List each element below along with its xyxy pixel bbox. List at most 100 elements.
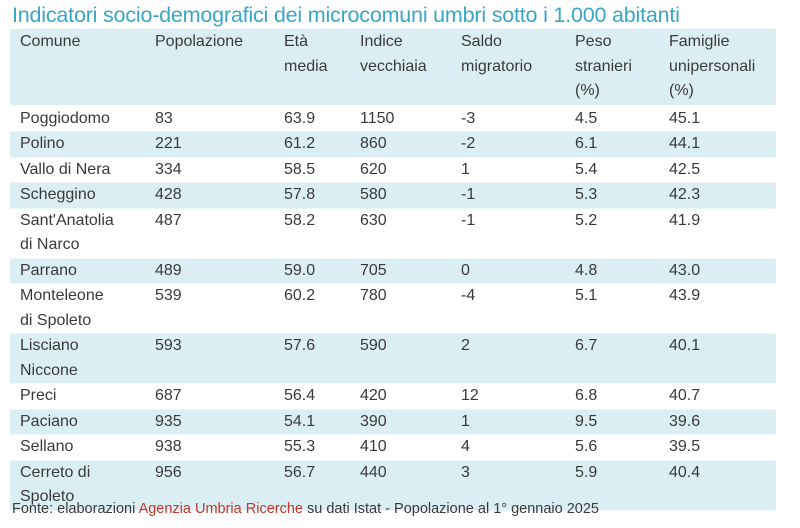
- cell-popolazione: 221: [155, 135, 182, 152]
- cell-peso-stranieri: 5.6: [575, 438, 598, 455]
- cell-popolazione: 487: [155, 211, 182, 229]
- header-row: Comune Popolazione Età media Indice vecchiaia…: [10, 29, 776, 106]
- cell-comune-line: Scheggino: [20, 186, 96, 203]
- cell-comune: Vallo di Nera: [10, 157, 145, 183]
- cell-famiglie-unipersonali: 43.0: [669, 261, 701, 279]
- cell-comune-line: Sant'Anatolia: [20, 211, 114, 229]
- column-header-popolazione: Popolazione: [145, 29, 274, 106]
- cell-saldo-migratorio: 1: [461, 160, 470, 178]
- cell-peso-stranieri: 6.7: [575, 337, 598, 354]
- cell-comune-line: Niccone: [20, 361, 78, 379]
- cell-eta-media: 58.2: [284, 211, 316, 229]
- cell-saldo-migratorio: -1: [461, 186, 476, 203]
- cell-saldo-migratorio: 12: [461, 387, 479, 404]
- table-body: Poggiodomo 83 63.9 1150 -3 4.5 45.1 Polino 221 61…: [10, 105, 776, 510]
- column-header-line: migratorio: [461, 57, 533, 75]
- cell-saldo-migratorio: 0: [461, 261, 470, 279]
- cell-popolazione: 428: [155, 186, 182, 203]
- column-header-line: Popolazione: [155, 33, 244, 50]
- column-header-line: Saldo: [461, 33, 502, 50]
- table-row: Sant'Anatolia di Narco 487 58.2 630 -1 5.2 41.9: [10, 208, 776, 258]
- cell-peso-stranieri: 9.5: [575, 412, 598, 430]
- column-header-famiglie-unipersonali: Famiglie unipersonali (%): [659, 29, 776, 106]
- cell-comune: Cerreto di Spoleto: [10, 460, 145, 510]
- cell-peso-stranieri: 4.8: [575, 261, 598, 279]
- cell-eta-media: 56.4: [284, 387, 316, 404]
- cell-popolazione: 539: [155, 287, 182, 304]
- cell-peso-stranieri: 5.4: [575, 160, 598, 178]
- cell-comune-line: Cerreto di: [20, 463, 91, 481]
- column-header-line: (%): [669, 82, 694, 99]
- cell-indice-vecchiaia: 410: [360, 438, 387, 455]
- cell-famiglie-unipersonali: 42.3: [669, 186, 701, 203]
- table-row: Sellano 938 55.3 410 4 5.6 39.5: [10, 434, 776, 460]
- cell-eta-media: 56.7: [284, 463, 316, 481]
- cell-indice-vecchiaia: 630: [360, 211, 387, 229]
- column-header-eta-media: Età media: [274, 29, 350, 106]
- cell-famiglie-unipersonali: 43.9: [669, 287, 701, 304]
- cell-comune: Sant'Anatolia di Narco: [10, 208, 145, 258]
- cell-indice-vecchiaia: 705: [360, 261, 387, 279]
- cell-famiglie-unipersonali: 39.6: [669, 412, 701, 430]
- cell-eta-media: 59.0: [284, 261, 316, 279]
- cell-saldo-migratorio: -2: [461, 135, 476, 152]
- cell-saldo-migratorio: -3: [461, 109, 476, 127]
- source-suffix: su dati Istat - Popolazione al 1° gennai…: [302, 501, 599, 517]
- cell-indice-vecchiaia: 390: [360, 412, 387, 430]
- cell-saldo-migratorio: 4: [461, 438, 470, 455]
- cell-popolazione: 687: [155, 387, 182, 404]
- table-row: Cerreto di Spoleto 956 56.7 440 3 5.9 40.4: [10, 460, 776, 510]
- cell-indice-vecchiaia: 440: [360, 463, 387, 481]
- cell-comune-line: di Narco: [20, 236, 80, 253]
- cell-eta-media: 54.1: [284, 412, 316, 430]
- cell-eta-media: 60.2: [284, 287, 316, 304]
- cell-peso-stranieri: 5.3: [575, 186, 598, 203]
- cell-famiglie-unipersonali: 44.1: [669, 135, 701, 152]
- cell-famiglie-unipersonali: 39.5: [669, 438, 701, 455]
- cell-comune: Paciano: [10, 409, 145, 435]
- cell-peso-stranieri: 5.2: [575, 211, 598, 229]
- cell-peso-stranieri: 5.1: [575, 287, 598, 304]
- table-row: Lisciano Niccone 593 57.6 590 2 6.7 40.1: [10, 333, 776, 384]
- table-row: Poggiodomo 83 63.9 1150 -3 4.5 45.1: [10, 105, 776, 132]
- cell-comune-line: Vallo di Nera: [20, 160, 111, 178]
- page-title: Indicatori socio-demografici dei microco…: [12, 3, 680, 27]
- cell-saldo-migratorio: -4: [461, 287, 476, 304]
- cell-saldo-migratorio: 3: [461, 463, 470, 481]
- column-header-line: vecchiaia: [360, 57, 427, 75]
- cell-popolazione: 956: [155, 463, 182, 481]
- cell-indice-vecchiaia: 860: [360, 135, 387, 152]
- cell-comune-line: Poggiodomo: [20, 109, 110, 127]
- table-row: Preci 687 56.4 420 12 6.8 40.7: [10, 383, 776, 410]
- cell-eta-media: 58.5: [284, 160, 316, 178]
- cell-saldo-migratorio: 1: [461, 412, 470, 430]
- cell-popolazione: 593: [155, 337, 182, 354]
- cell-comune: Lisciano Niccone: [10, 334, 145, 384]
- column-header-line: Peso: [575, 33, 612, 50]
- cell-comune-line: Parrano: [20, 261, 77, 279]
- cell-comune: Polino: [10, 132, 145, 158]
- cell-comune: Preci: [10, 384, 145, 410]
- cell-indice-vecchiaia: 420: [360, 387, 387, 404]
- table-row: Vallo di Nera 334 58.5 620 1 5.4 42.5: [10, 157, 776, 183]
- cell-comune-line: Sellano: [20, 438, 74, 455]
- data-table: Comune Popolazione Età media Indice vecchiaia…: [10, 29, 776, 511]
- cell-comune-line: di Spoleto: [20, 311, 92, 329]
- column-header-comune: Comune: [10, 29, 145, 106]
- column-header-indice-vecchiaia: Indice vecchiaia: [350, 29, 451, 106]
- table-row: Parrano 489 59.0 705 0 4.8 43.0: [10, 258, 776, 284]
- cell-famiglie-unipersonali: 42.5: [669, 160, 701, 178]
- cell-indice-vecchiaia: 580: [360, 186, 387, 203]
- source-prefix: Fonte: elaborazioni: [12, 501, 139, 517]
- column-header-line: Comune: [20, 33, 81, 50]
- cell-indice-vecchiaia: 590: [360, 337, 387, 354]
- cell-eta-media: 63.9: [284, 109, 316, 127]
- cell-saldo-migratorio: -1: [461, 211, 476, 229]
- cell-comune: Parrano: [10, 258, 145, 284]
- cell-saldo-migratorio: 2: [461, 337, 470, 354]
- cell-peso-stranieri: 5.9: [575, 463, 598, 481]
- cell-eta-media: 55.3: [284, 438, 316, 455]
- cell-popolazione: 334: [155, 160, 182, 178]
- cell-famiglie-unipersonali: 40.7: [669, 387, 701, 404]
- cell-indice-vecchiaia: 780: [360, 287, 387, 304]
